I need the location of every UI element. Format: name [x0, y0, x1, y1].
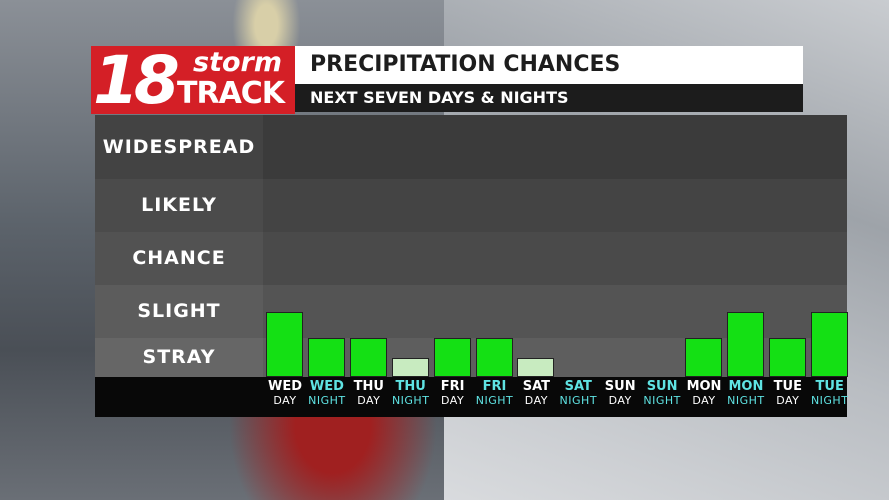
level-label-slight: SLIGHT — [95, 285, 263, 338]
x-tick-sat-day: SAT DAY — [515, 379, 557, 407]
logo-word-storm: storm — [193, 47, 282, 78]
x-tick-period: NIGHT — [810, 394, 849, 407]
level-label-chance: CHANCE — [95, 232, 263, 285]
subtitle-bar: NEXT SEVEN DAYS & NIGHTS — [295, 84, 803, 112]
bar-fri-night — [475, 338, 513, 377]
x-tick-day: THU — [395, 379, 426, 394]
x-tick-period: DAY — [273, 394, 297, 407]
x-tick-period: DAY — [692, 394, 716, 407]
x-tick-day: FRI — [440, 379, 465, 394]
x-tick-period: NIGHT — [391, 394, 430, 407]
bar-thu-night — [391, 357, 429, 377]
level-label-widespread: WIDESPREAD — [95, 115, 263, 179]
storm-track-logo: 18 storm TRACK — [91, 42, 295, 119]
level-label-stray: STRAY — [95, 338, 263, 377]
logo-number: 18 — [93, 42, 180, 119]
x-tick-fri-night: FRI NIGHT — [474, 379, 516, 407]
x-tick-tue-night: TUE NIGHT — [809, 379, 851, 407]
x-tick-mon-day: MON DAY — [683, 379, 725, 407]
x-tick-period: DAY — [524, 394, 548, 407]
x-tick-period: DAY — [441, 394, 465, 407]
x-tick-sun-night: SUN NIGHT — [641, 379, 683, 407]
x-tick-day: MON — [686, 379, 722, 394]
x-tick-day: THU — [353, 379, 384, 394]
x-tick-period: NIGHT — [643, 394, 681, 407]
level-label-likely: LIKELY — [95, 179, 263, 232]
x-tick-day: SAT — [564, 379, 592, 394]
bar-wed-day — [266, 311, 303, 377]
x-tick-wed-day: WED DAY — [264, 379, 306, 407]
x-tick-sat-night: SAT NIGHT — [557, 379, 599, 407]
page-subtitle: NEXT SEVEN DAYS & NIGHTS — [310, 88, 569, 107]
x-tick-day: TUE — [773, 379, 802, 394]
x-tick-mon-night: MON NIGHT — [725, 379, 767, 407]
x-tick-period: NIGHT — [308, 394, 346, 407]
bar-mon-night — [726, 311, 764, 377]
bar-sat-day — [517, 357, 555, 377]
precipitation-chart: STRAY SLIGHT CHANCE LIKELY WIDESPREAD WED DAY W… — [95, 115, 848, 417]
x-tick-day: SAT — [522, 379, 551, 394]
bar-tue-day — [768, 338, 806, 377]
x-tick-thu-day: THU DAY — [348, 379, 390, 407]
x-tick-day: TUE — [815, 379, 844, 394]
x-axis-strip — [95, 377, 847, 417]
x-tick-day: FRI — [482, 379, 507, 394]
x-tick-tue-day: TUE DAY — [767, 379, 809, 407]
bar-thu-day — [349, 338, 387, 377]
x-tick-period: NIGHT — [559, 394, 598, 407]
bar-wed-night — [307, 338, 345, 377]
x-tick-day: SUN — [604, 379, 636, 394]
bar-fri-day — [433, 338, 471, 377]
x-tick-period: DAY — [357, 394, 381, 407]
x-tick-wed-night: WED NIGHT — [306, 379, 348, 407]
x-tick-thu-night: THU NIGHT — [390, 379, 432, 407]
logo-word-track: TRACK — [177, 76, 285, 111]
x-tick-day: MON — [728, 379, 764, 394]
bar-tue-night — [810, 311, 848, 377]
page-title: PRECIPITATION CHANCES — [310, 52, 621, 77]
x-tick-day: WED — [267, 379, 302, 394]
x-tick-period: NIGHT — [727, 394, 765, 407]
x-tick-sun-day: SUN DAY — [599, 379, 641, 407]
x-tick-period: DAY — [608, 394, 632, 407]
bar-mon-day — [685, 338, 722, 377]
x-tick-period: NIGHT — [475, 394, 514, 407]
x-tick-period: DAY — [776, 394, 800, 407]
title-bar: PRECIPITATION CHANCES — [295, 46, 803, 84]
x-tick-day: WED — [309, 379, 344, 394]
x-tick-day: SUN — [646, 379, 678, 394]
x-tick-fri-day: FRI DAY — [432, 379, 474, 407]
